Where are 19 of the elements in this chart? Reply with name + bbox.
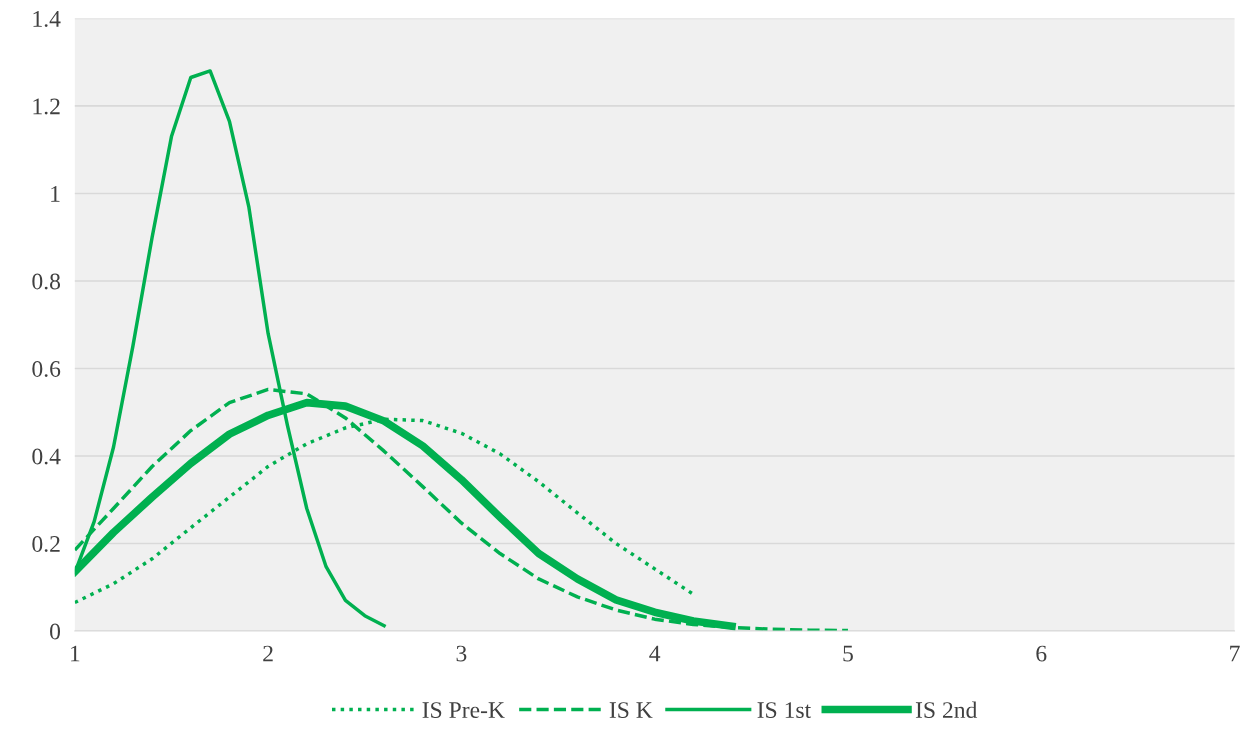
x-tick-label: 6 — [1036, 645, 1047, 662]
x-tick-label: 5 — [843, 645, 853, 662]
y-tick-label: 1.2 — [33, 98, 60, 115]
y-tick-label: 0.2 — [32, 535, 60, 553]
y-tick-label: 0.4 — [32, 448, 61, 465]
x-tick-label: 4 — [649, 645, 661, 662]
x-tick-label: 7 — [1230, 645, 1240, 662]
x-tick-label: 1 — [70, 645, 80, 662]
y-tick-label: 1.4 — [33, 11, 61, 27]
legend-label: IS K — [609, 702, 653, 718]
legend-label: IS 2nd — [915, 701, 978, 718]
y-tick-label: 1 — [51, 186, 60, 202]
y-tick-label: 0.8 — [32, 273, 61, 290]
y-tick-label: 0 — [50, 623, 61, 640]
legend-label: IS Pre-K — [422, 702, 505, 718]
x-tick-label: 3 — [456, 645, 467, 662]
x-tick-label: 2 — [263, 645, 273, 662]
legend-label: IS 1st — [757, 702, 812, 718]
y-tick-label: 0.6 — [32, 360, 61, 377]
